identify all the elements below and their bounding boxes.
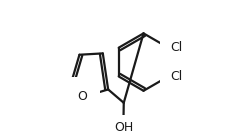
Text: OH: OH bbox=[114, 122, 132, 135]
Text: Cl: Cl bbox=[169, 70, 181, 83]
Text: O: O bbox=[77, 90, 87, 103]
Text: Cl: Cl bbox=[169, 41, 181, 54]
